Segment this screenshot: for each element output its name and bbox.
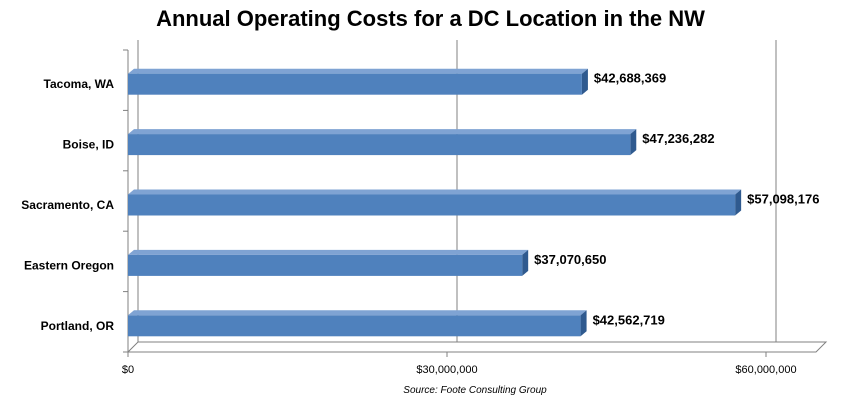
chart-floor bbox=[126, 341, 828, 353]
bar-end-face bbox=[735, 189, 742, 216]
category-label: Eastern Oregon bbox=[24, 258, 114, 272]
x-tick-label: $0 bbox=[122, 364, 134, 376]
data-label: $42,562,719 bbox=[593, 312, 665, 327]
bar bbox=[128, 310, 587, 337]
category-label: Sacramento, CA bbox=[21, 198, 114, 212]
category-label: Boise, ID bbox=[63, 138, 115, 152]
bar-front-face bbox=[128, 315, 581, 337]
data-label: $37,070,650 bbox=[534, 252, 606, 267]
bar bbox=[128, 189, 742, 216]
bar-top-face bbox=[128, 68, 588, 74]
bars bbox=[128, 68, 742, 337]
bar-end-face bbox=[522, 249, 529, 276]
axes bbox=[123, 40, 828, 357]
bar-top-face bbox=[128, 129, 637, 135]
bar-top-face bbox=[128, 189, 742, 195]
bar-top-face bbox=[128, 310, 587, 316]
chart-title: Annual Operating Costs for a DC Location… bbox=[156, 6, 705, 31]
category-label: Portland, OR bbox=[41, 319, 115, 333]
x-tick-label: $60,000,000 bbox=[735, 364, 796, 376]
data-label: $47,236,282 bbox=[642, 131, 714, 146]
bar-front-face bbox=[128, 134, 631, 156]
bar-top-face bbox=[128, 249, 529, 255]
data-label: $42,688,369 bbox=[594, 71, 666, 86]
bar-end-face bbox=[581, 68, 588, 95]
bar bbox=[128, 68, 588, 95]
bar-front-face bbox=[128, 194, 736, 216]
source-note: Source: Foote Consulting Group bbox=[403, 385, 547, 396]
bar bbox=[128, 129, 637, 156]
bar-end-face bbox=[630, 129, 637, 156]
x-tick-label: $30,000,000 bbox=[416, 364, 477, 376]
bar-end-face bbox=[580, 310, 587, 337]
bar-front-face bbox=[128, 73, 582, 95]
labels: $0 $30,000,000 $60,000,000 Tacoma, WA $42,68… bbox=[21, 71, 819, 376]
bar-front-face bbox=[128, 254, 523, 276]
data-label: $57,098,176 bbox=[747, 192, 819, 207]
category-label: Tacoma, WA bbox=[44, 77, 115, 91]
bar bbox=[128, 249, 529, 276]
